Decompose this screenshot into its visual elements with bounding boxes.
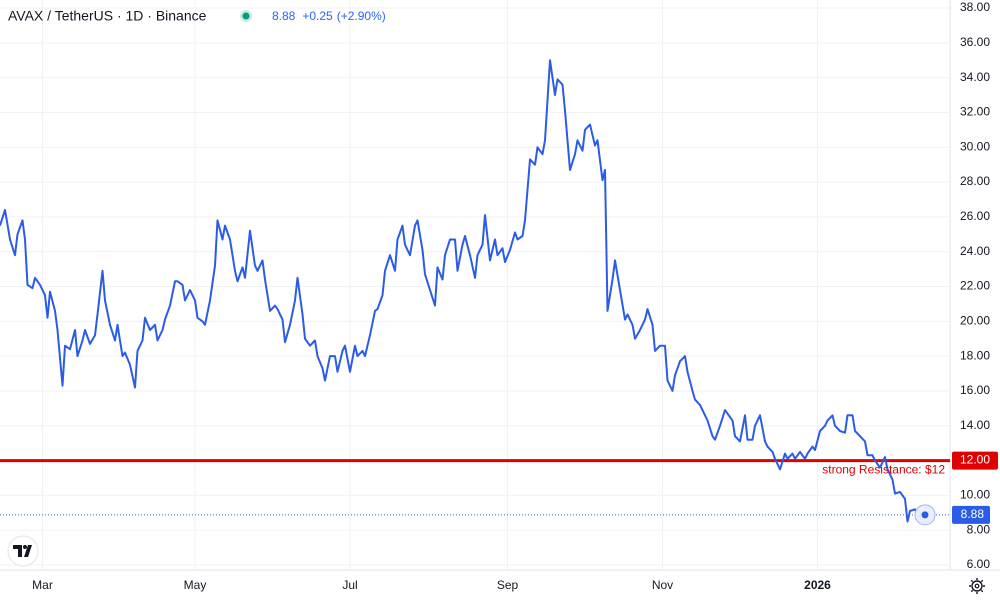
y-tick-label: 14.00 — [960, 418, 990, 432]
y-tick-label: 24.00 — [960, 244, 990, 258]
resistance-annotation: strong Resistance: $12 — [822, 463, 945, 477]
price-line — [0, 59, 926, 523]
x-tick-label: Jul — [342, 578, 357, 592]
header-price: 8.88 — [272, 9, 296, 23]
x-tick-label: Mar — [32, 578, 53, 592]
header-change: +0.25 — [302, 9, 333, 23]
chart-title: AVAX / TetherUS · 1D · Binance — [8, 8, 207, 24]
y-tick-label: 30.00 — [960, 139, 990, 153]
resistance-badge-label: 12.00 — [960, 453, 990, 467]
y-tick-label: 38.00 — [960, 0, 990, 14]
resistance-badge — [952, 451, 998, 470]
status-dot — [242, 12, 250, 20]
y-tick-label: 28.00 — [960, 174, 990, 188]
y-tick-label: 26.00 — [960, 209, 990, 223]
y-tick-label: 34.00 — [960, 70, 990, 84]
y-tick-label: 20.00 — [960, 313, 990, 327]
y-tick-label: 10.00 — [960, 488, 990, 502]
y-tick-label: 32.00 — [960, 105, 990, 119]
y-tick-label: 18.00 — [960, 348, 990, 362]
last-price-badge-label: 8.88 — [961, 507, 985, 521]
header-change-pct: (+2.90%) — [337, 9, 386, 23]
settings-icon[interactable] — [969, 578, 985, 594]
x-tick-label: 2026 — [804, 578, 831, 592]
y-tick-label: 22.00 — [960, 279, 990, 293]
last-price-badge — [952, 505, 990, 524]
y-tick-label: 16.00 — [960, 383, 990, 397]
tv-logo — [7, 535, 39, 567]
x-tick-label: Sep — [497, 578, 519, 592]
x-tick-label: Nov — [652, 578, 673, 592]
y-tick-label: 6.00 — [967, 557, 991, 571]
y-tick-label: 8.00 — [967, 522, 991, 536]
x-tick-label: May — [184, 578, 207, 592]
y-tick-label: 36.00 — [960, 35, 990, 49]
price-header: 8.88 +0.25 (+2.90%) — [272, 9, 386, 23]
last-point — [921, 511, 929, 519]
